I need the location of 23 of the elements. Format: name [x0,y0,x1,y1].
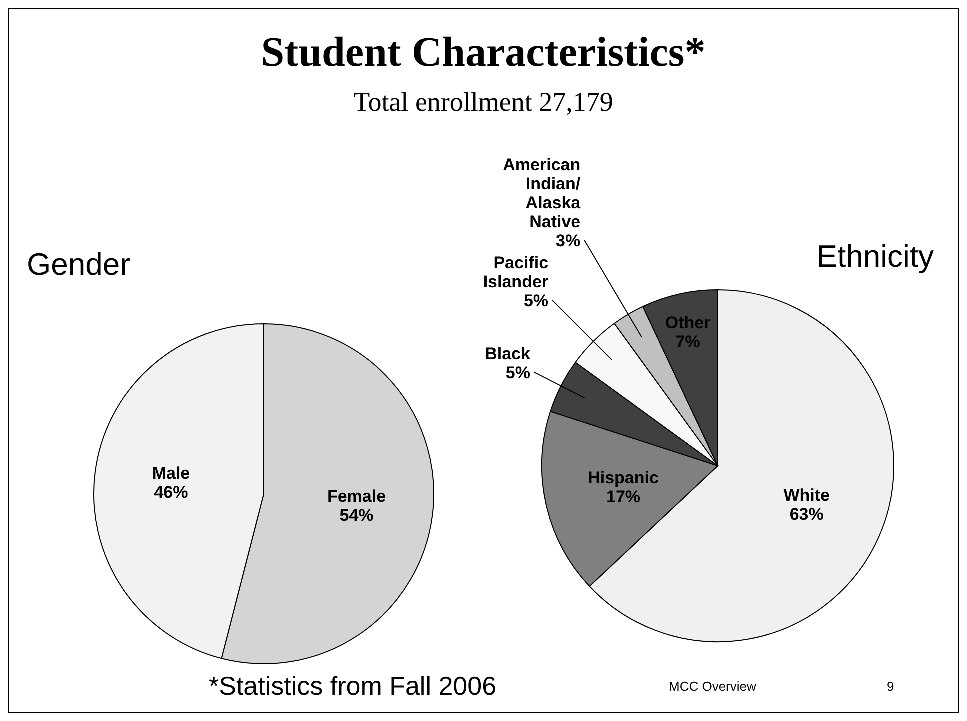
slice-label: Pacific Islander [483,253,549,292]
slice-label: Black [485,344,531,363]
text: *Statistics from Fall 2006 [209,671,497,702]
text: 9 [887,679,894,694]
data-label: 3% [556,230,581,250]
data-label: 5% [506,362,530,382]
data-label: 54% [340,506,374,525]
slice-label: Other [665,313,712,332]
slice-label: American Indian/Alaska Native [503,154,582,231]
text: Student Characteristics* [260,29,707,77]
data-label: 17% [606,487,641,506]
data-label: 46% [154,482,188,502]
data-label: 7% [676,332,700,352]
text: Ethnicity [816,239,934,275]
slice-label: Female [327,486,386,506]
data-label: 63% [790,504,824,524]
text: Total enrollment 27,179 [352,87,614,118]
data-label: 5% [524,291,549,310]
slice-label: Male [152,463,190,482]
slice-label: White [784,485,830,504]
chart-title: Gender [27,247,130,283]
slice-label: Hispanic [588,468,659,488]
text: MCC Overview [669,679,756,694]
